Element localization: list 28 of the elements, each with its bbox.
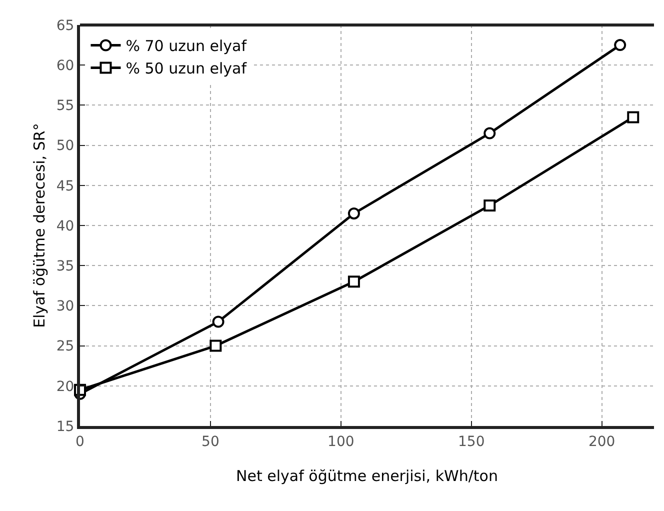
y-tick-label: 30 [56, 298, 74, 315]
x-tick-label: 50 [202, 434, 220, 450]
y-tick-label: 60 [56, 58, 74, 74]
y-tick-label: 45 [56, 178, 74, 194]
y-tick-label: 50 [56, 138, 74, 154]
x-axis-title: Net elyaf öğütme enerjisi, kWh/ton [236, 466, 498, 485]
y-tick-label: 35 [56, 258, 74, 274]
x-tick-label: 100 [328, 434, 354, 450]
y-axis-title: Elyaf öğütme derecesi, SR° [30, 123, 49, 328]
y-tick-label: 40 [56, 218, 74, 234]
x-tick-label: 0 [76, 434, 84, 450]
point [484, 199, 496, 212]
y-tick-label: 25 [56, 338, 74, 355]
point [614, 39, 626, 52]
point [212, 316, 224, 328]
x-tick-label: 200 [588, 434, 616, 450]
x-tick-label: 150 [458, 434, 485, 450]
point [627, 111, 640, 124]
point [484, 127, 496, 140]
y-tick-label: 55 [56, 98, 74, 114]
legend-label: % 50 uzun elyaf [126, 60, 248, 78]
point [210, 340, 222, 352]
y-tick-label: 65 [56, 18, 74, 34]
legend-label: % 70 uzun elyaf [126, 37, 248, 56]
point [348, 276, 360, 288]
point [348, 207, 360, 220]
y-tick-label: 15 [56, 418, 74, 435]
y-tick-label: 20 [56, 378, 74, 395]
